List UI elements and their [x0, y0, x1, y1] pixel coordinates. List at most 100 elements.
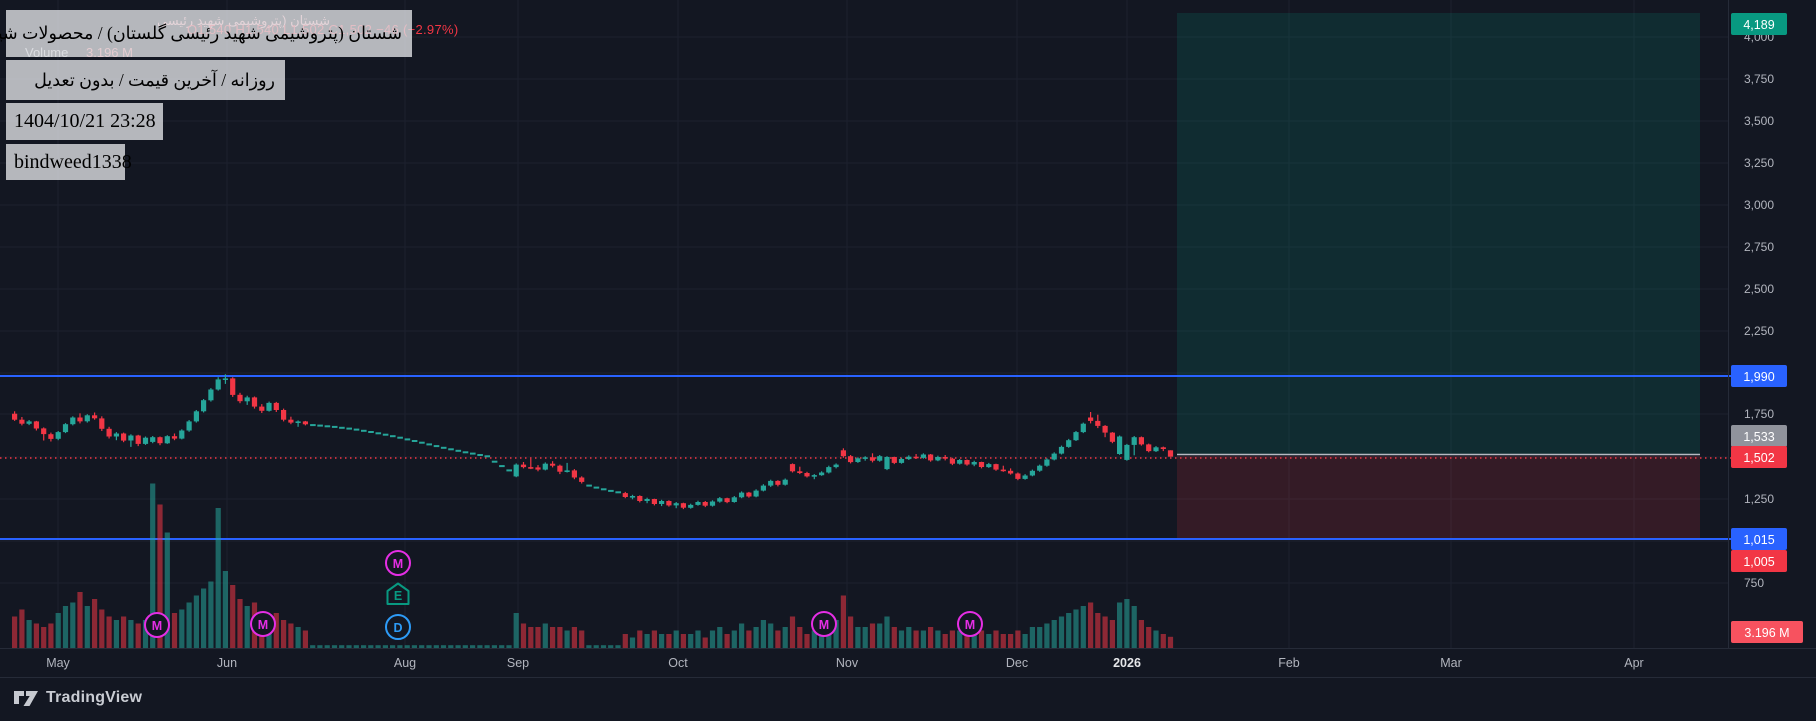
volume-bar [1167, 636, 1174, 648]
candle-body [833, 464, 839, 468]
candle-body [898, 459, 905, 463]
volume-bar [528, 627, 534, 648]
volume-bar [1117, 602, 1123, 648]
candle-body [848, 456, 854, 463]
event-marker-shape[interactable] [957, 611, 983, 637]
volume-bar [957, 630, 963, 648]
candle-body [775, 480, 781, 485]
volume-bar [397, 645, 403, 648]
volume-bar [433, 645, 439, 648]
volume-bar [877, 623, 883, 648]
candle-body [237, 394, 243, 402]
volume-bar [688, 634, 694, 648]
time-axis-label: May [46, 656, 70, 670]
price-tick-label: 1,750 [1744, 407, 1774, 421]
volume-bar [1153, 630, 1159, 648]
volume-bar [782, 627, 788, 648]
flat-candle-dash [600, 488, 607, 491]
candle-body [659, 501, 665, 504]
flat-candle-dash [506, 469, 512, 472]
volume-bar [768, 623, 774, 648]
time-axis[interactable]: May Jun Aug Sep Oct Nov Dec 2026 Feb Mar Apr [46, 656, 1644, 670]
candle-body [1058, 446, 1065, 454]
candle-body [215, 379, 221, 390]
annotation-username-text: bindweed1338 [14, 150, 132, 173]
volume-bar [600, 645, 607, 648]
candle-body [48, 434, 54, 439]
volume-bar [1058, 616, 1065, 648]
volume-bar [368, 645, 374, 648]
volume-bar [775, 630, 781, 648]
volume-bar [237, 599, 243, 648]
candle-body [920, 454, 926, 458]
candle-body [1066, 440, 1072, 447]
flat-candle-dash [484, 455, 491, 458]
candle-body [935, 457, 941, 461]
volume-bar [848, 616, 854, 648]
volume-bar [142, 620, 149, 648]
price-badge [1731, 550, 1787, 572]
event-marker-shape[interactable] [385, 550, 411, 576]
flat-candle-dash [331, 425, 338, 428]
candle-body [179, 430, 185, 439]
flat-candle-dash [375, 432, 382, 435]
time-axis-label: Apr [1624, 656, 1643, 670]
candle-body [746, 492, 752, 497]
candle-body [862, 457, 868, 459]
event-marker-shape[interactable] [250, 611, 276, 637]
volume-bar [295, 627, 301, 648]
candle-body [622, 493, 628, 497]
flat-candle-dash [419, 441, 425, 444]
event-marker-shape[interactable] [144, 612, 170, 638]
volume-bar [964, 634, 970, 648]
volume-bar [1022, 634, 1028, 648]
volume-bar [913, 630, 919, 648]
flat-candle-dash [426, 443, 432, 446]
volume-bar [629, 637, 636, 648]
volume-bar [324, 645, 330, 648]
tradingview-logo-icon [14, 690, 38, 706]
price-tick-label: 750 [1744, 576, 1764, 590]
flat-candle-dash [397, 436, 403, 439]
volume-bar [302, 630, 308, 648]
candle-body [33, 421, 39, 429]
volume-bar [1073, 609, 1079, 648]
volume-bar [840, 595, 846, 648]
annotation-symbol-title: شستان (پتروشیمی شهید رئیسی گلستان) / محص… [0, 10, 412, 57]
volume-bar [84, 606, 90, 648]
volume-bar [717, 627, 723, 648]
candle-body [789, 464, 796, 472]
volume-bar [193, 595, 199, 648]
volume-bar [644, 634, 650, 648]
volume-bar [1015, 630, 1021, 648]
candle-body [957, 460, 963, 464]
candle-body [651, 499, 657, 504]
candle-body [113, 433, 119, 437]
candle-body [855, 458, 861, 462]
volume-bar [215, 508, 221, 648]
volume-bar [121, 616, 127, 648]
candle-body [557, 465, 563, 472]
volume-bar [862, 627, 868, 648]
candle-body [724, 498, 730, 503]
tradingview-logo[interactable]: TradingView [13, 689, 142, 707]
candle-body [273, 402, 279, 410]
earnings-marker-shape[interactable] [386, 582, 410, 605]
volume-bar [404, 645, 410, 648]
event-marker-shape[interactable] [385, 614, 411, 640]
candle-body [753, 490, 759, 497]
candle-body [826, 467, 832, 473]
volume-bar [651, 630, 657, 648]
time-axis-label: Mar [1440, 656, 1462, 670]
volume-bar [26, 620, 32, 648]
long-position-tool[interactable] [1177, 13, 1700, 539]
candle-body [128, 435, 134, 441]
price-axis[interactable]: 4,0003,7503,5003,2503,0002,7502,5002,250… [1731, 13, 1803, 643]
long-position-profit-zone[interactable] [1177, 13, 1700, 454]
event-marker-letter: M [819, 618, 829, 632]
long-position-loss-zone[interactable] [1177, 456, 1700, 539]
price-badge-label: 1,990 [1743, 370, 1774, 384]
time-axis-label: Feb [1278, 656, 1300, 670]
event-marker-shape[interactable] [811, 611, 837, 637]
